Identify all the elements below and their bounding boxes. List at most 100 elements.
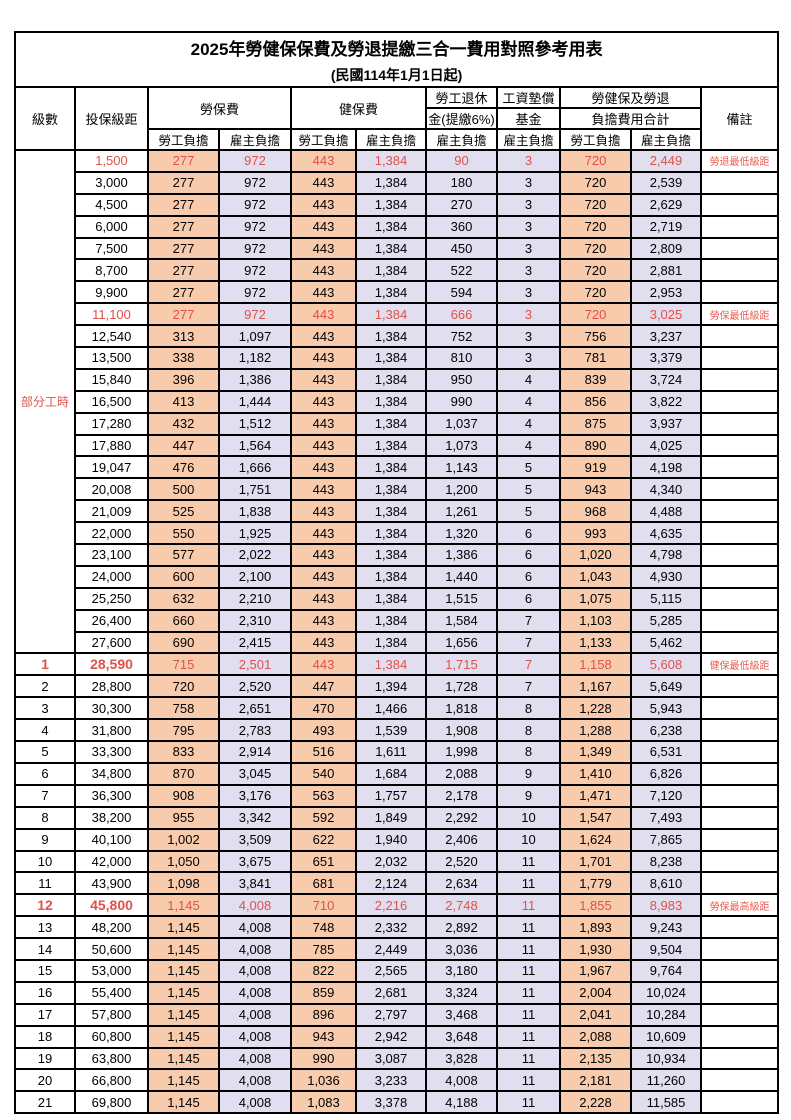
health-employee-cell: 622	[290, 827, 357, 852]
total-employer-cell: 9,504	[630, 937, 702, 961]
health-employee-cell: 443	[290, 149, 357, 173]
labor-employee-cell: 550	[147, 521, 220, 546]
bracket-cell: 3,000	[74, 170, 149, 195]
health-employee-cell: 443	[290, 214, 357, 239]
wage-fund-employer-cell: 8	[496, 718, 561, 743]
labor-employer-cell: 4,008	[218, 1090, 292, 1115]
health-employer-cell: 1,384	[355, 346, 427, 370]
table-row: 15,840 396 1,386 443 1,384 950 4 839 3,724	[15, 367, 780, 392]
remark-cell	[699, 499, 780, 524]
total-employee-cell: 1,133	[559, 630, 632, 655]
labor-employee-cell: 1,145	[147, 937, 220, 961]
labor-employer-cell: 2,415	[218, 630, 292, 655]
labor-employee-cell: 277	[147, 258, 220, 283]
remark-cell	[699, 1090, 780, 1115]
bracket-cell: 19,047	[74, 455, 149, 480]
pension-employer-cell: 270	[425, 192, 498, 217]
level-cell: 15	[14, 958, 76, 983]
total-employee-cell: 1,228	[559, 696, 632, 721]
table-row: 5 33,300 833 2,914 516 1,611 1,998 8 1,349 6,531	[14, 740, 780, 764]
health-employee-cell: 443	[290, 652, 357, 677]
table-row: 21 69,800 1,145 4,008 1,083 3,378 4,188 11 2,228…	[14, 1090, 780, 1115]
pension-employer-cell: 2,178	[425, 783, 498, 808]
level-cell: 21	[14, 1090, 76, 1115]
pension-employer-cell: 90	[425, 149, 498, 173]
health-employer-cell: 2,032	[355, 849, 427, 874]
wage-fund-employer-cell: 11	[496, 1046, 561, 1071]
bracket-cell: 13,500	[74, 346, 149, 370]
health-employee-cell: 943	[290, 1024, 357, 1049]
pension-employer-cell: 2,634	[425, 871, 498, 896]
level-cell: 8	[14, 805, 76, 830]
total-employer-cell: 5,649	[630, 674, 702, 699]
subheader-labor-employer: 雇主負擔	[218, 128, 292, 151]
labor-employer-cell: 1,666	[218, 455, 292, 480]
wage-fund-employer-cell: 11	[496, 915, 561, 940]
total-employer-cell: 6,826	[630, 761, 702, 786]
pension-employer-cell: 360	[425, 214, 498, 239]
remark-cell	[699, 980, 780, 1005]
pension-employer-cell: 4,008	[425, 1068, 498, 1093]
health-employee-cell: 443	[290, 280, 357, 305]
health-employer-cell: 1,384	[355, 586, 427, 611]
wage-fund-employer-cell: 3	[496, 302, 561, 327]
level-cell: 9	[14, 827, 76, 852]
bracket-cell: 4,500	[74, 192, 149, 217]
table-row: 17,280 432 1,512 443 1,384 1,037 4 875 3,937	[15, 411, 780, 436]
level-cell: 2	[14, 674, 76, 699]
total-employer-cell: 4,798	[630, 543, 702, 567]
table-row: 1 28,590 715 2,501 443 1,384 1,715 7 1,158 5,608 健…	[14, 652, 780, 677]
pension-employer-cell: 2,088	[425, 761, 498, 786]
health-employer-cell: 1,384	[355, 258, 427, 283]
health-employer-cell: 1,384	[355, 630, 427, 655]
col-header-total-line1: 勞健保及勞退	[559, 86, 702, 109]
labor-employee-cell: 577	[147, 543, 220, 567]
labor-employee-cell: 833	[147, 740, 220, 764]
table-row: 20,008 500 1,751 443 1,384 1,200 5 943 4,340	[15, 477, 780, 502]
labor-employee-cell: 1,145	[147, 893, 220, 918]
total-employer-cell: 7,120	[630, 783, 702, 808]
health-employer-cell: 3,233	[355, 1068, 427, 1093]
labor-employer-cell: 3,675	[218, 849, 292, 874]
pension-employer-cell: 1,320	[425, 521, 498, 546]
col-header-bracket: 投保級距	[74, 86, 149, 151]
health-employer-cell: 2,797	[355, 1002, 427, 1027]
pension-employer-cell: 752	[425, 324, 498, 349]
health-employer-cell: 3,378	[355, 1090, 427, 1115]
col-header-pension-line2: 金(提繳6%)	[425, 107, 498, 130]
health-employer-cell: 1,384	[355, 499, 427, 524]
health-employer-cell: 1,384	[355, 236, 427, 261]
bracket-cell: 45,800	[74, 893, 149, 918]
remark-cell	[699, 958, 780, 983]
total-employee-cell: 2,004	[559, 980, 632, 1005]
total-employee-cell: 1,547	[559, 805, 632, 830]
health-employer-cell: 1,684	[355, 761, 427, 786]
health-employee-cell: 785	[290, 937, 357, 961]
health-employee-cell: 443	[290, 192, 357, 217]
bracket-cell: 12,540	[74, 324, 149, 349]
bracket-cell: 55,400	[74, 980, 149, 1005]
health-employee-cell: 443	[290, 630, 357, 655]
labor-employer-cell: 1,386	[218, 367, 292, 392]
bracket-cell: 57,800	[74, 1002, 149, 1027]
health-employee-cell: 443	[290, 608, 357, 633]
health-employee-cell: 443	[290, 367, 357, 392]
labor-employer-cell: 972	[218, 149, 292, 173]
total-employee-cell: 720	[559, 214, 632, 239]
level-cell: 17	[14, 1002, 76, 1027]
bracket-cell: 34,800	[74, 761, 149, 786]
total-employer-cell: 4,025	[630, 433, 702, 458]
wage-fund-employer-cell: 3	[496, 214, 561, 239]
premium-table: 2025年勞健保保費及勞退提繳三合一費用對照參考用表 (民國114年1月1日起)…	[13, 31, 780, 1115]
total-employee-cell: 1,930	[559, 937, 632, 961]
remark-cell	[699, 1068, 780, 1093]
level-cell: 14	[14, 937, 76, 961]
labor-employer-cell: 1,925	[218, 521, 292, 546]
wage-fund-employer-cell: 6	[496, 543, 561, 567]
total-employee-cell: 720	[559, 192, 632, 217]
pension-employer-cell: 950	[425, 367, 498, 392]
wage-fund-employer-cell: 7	[496, 630, 561, 655]
pension-employer-cell: 1,728	[425, 674, 498, 699]
pension-employer-cell: 1,386	[425, 543, 498, 567]
health-employee-cell: 540	[290, 761, 357, 786]
